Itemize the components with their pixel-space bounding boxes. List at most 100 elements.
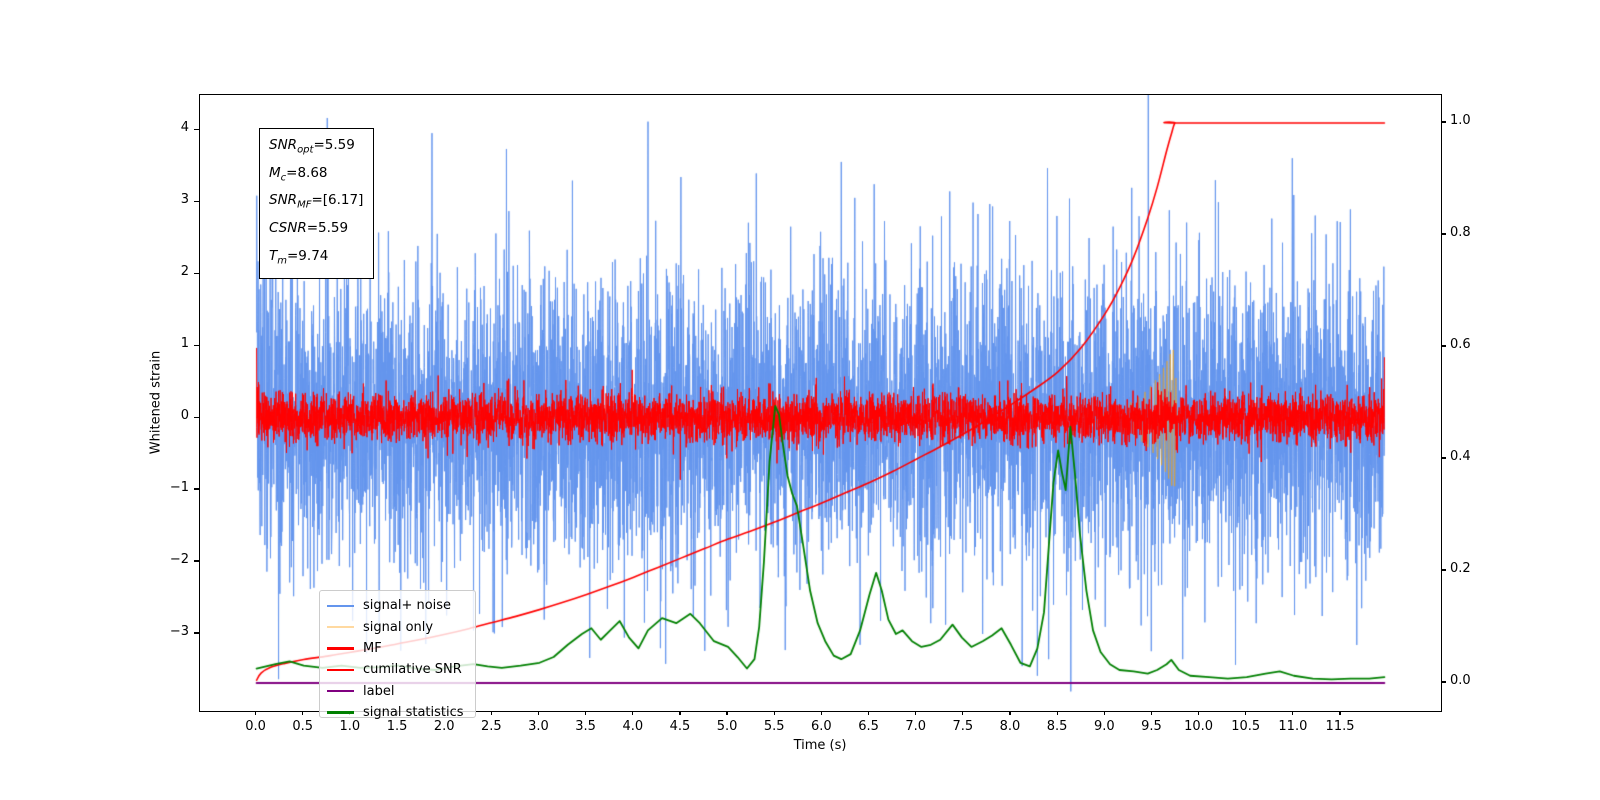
annotation-sub: m — [277, 255, 287, 267]
y-tick-label-right: 0.4 — [1450, 449, 1471, 464]
annotation-value: =[6.17] — [311, 192, 364, 209]
x-tick-label: 5.0 — [716, 719, 738, 734]
x-tick-label: 6.0 — [811, 719, 832, 734]
y-axis-label-left: Whitened strain — [148, 350, 164, 455]
annotation-var: CSNR — [269, 220, 307, 237]
legend-line-swatch — [327, 668, 354, 672]
annotation-sub: c — [280, 172, 287, 184]
x-tick-mark — [1292, 711, 1294, 715]
annotation-value: =5.59 — [306, 220, 349, 237]
y-tick-mark-right — [1441, 569, 1446, 571]
y-tick-label-right: 0.0 — [1450, 673, 1471, 688]
x-tick-label: 5.5 — [763, 719, 785, 734]
y-tick-mark-left — [194, 200, 199, 202]
x-tick-label: 4.0 — [622, 719, 644, 734]
y-tick-label-left: −2 — [169, 552, 189, 568]
y-tick-label-right: 0.2 — [1450, 561, 1471, 576]
y-tick-label-left: 2 — [180, 264, 189, 280]
x-tick-mark — [773, 711, 775, 715]
y-tick-mark-left — [194, 488, 199, 490]
y-tick-mark-right — [1441, 233, 1446, 235]
x-tick-label: 3.0 — [528, 719, 549, 734]
annotation-value: =8.68 — [286, 164, 328, 181]
x-tick-mark — [632, 711, 634, 715]
legend-label: signal+ noise — [363, 598, 452, 614]
annotation-line: SNRMF=[6.17] — [269, 189, 363, 217]
x-tick-mark — [490, 711, 492, 715]
annotation-var: T — [269, 247, 278, 264]
legend-item: signal only — [327, 616, 475, 637]
x-tick-label: 9.5 — [1141, 719, 1162, 734]
x-tick-label: 7.5 — [952, 719, 974, 734]
x-tick-mark — [1150, 711, 1153, 715]
annotation-var: SNR — [269, 137, 298, 153]
y-tick-label-left: 1 — [180, 336, 189, 352]
legend-item: MF — [327, 638, 475, 659]
legend-item: label — [327, 681, 475, 702]
x-tick-mark — [726, 711, 728, 715]
annotation-var: M — [269, 164, 281, 181]
x-tick-mark — [585, 711, 587, 715]
y-tick-label-left: −3 — [169, 624, 189, 639]
annotation-value: =9.74 — [287, 247, 329, 264]
x-tick-mark — [537, 711, 540, 715]
x-tick-mark — [679, 711, 681, 715]
legend-label: label — [363, 683, 395, 699]
x-tick-mark — [1245, 711, 1247, 715]
annotation-value: =5.59 — [313, 137, 355, 153]
x-tick-mark — [1103, 711, 1105, 715]
x-tick-mark — [1009, 711, 1011, 715]
x-tick-label: 10.5 — [1231, 719, 1261, 734]
plot-area: SNRopt=5.59 Mc=8.68 SNRMF=[6.17] CSNR=5.… — [199, 94, 1442, 720]
legend-label: MF — [363, 640, 382, 656]
annotation-line: CSNR=5.59 — [269, 217, 363, 245]
y-tick-label-right: 1.0 — [1450, 113, 1471, 128]
legend: signal+ noise signal only MF cumilative … — [319, 590, 476, 721]
legend-label: cumilative SNR — [363, 662, 462, 678]
y-tick-label-right: 0.8 — [1450, 225, 1471, 240]
x-tick-mark — [915, 711, 917, 715]
y-tick-label-right: 0.6 — [1450, 337, 1471, 352]
annotation-sub: MF — [297, 200, 312, 212]
legend-line-swatch — [327, 711, 354, 714]
x-tick-label: 1.5 — [386, 719, 408, 734]
x-tick-label: 0.5 — [292, 719, 314, 734]
x-tick-mark — [302, 711, 304, 715]
x-tick-label: 8.0 — [999, 719, 1021, 734]
annotation-line: SNRopt=5.59 — [269, 134, 363, 162]
legend-item: signal+ noise — [327, 595, 475, 616]
y-tick-label-left: 3 — [180, 192, 189, 208]
x-tick-mark — [867, 711, 870, 715]
x-tick-label: 4.5 — [669, 719, 691, 734]
y-tick-mark-right — [1441, 457, 1446, 459]
legend-label: signal statistics — [363, 705, 464, 721]
y-tick-mark-left — [194, 272, 199, 274]
legend-line-swatch — [327, 604, 354, 607]
y-tick-label-left: 4 — [180, 120, 189, 136]
y-tick-mark-left — [194, 344, 199, 346]
annotation-var: SNR — [269, 192, 298, 209]
y-tick-label-left: −1 — [169, 480, 189, 496]
y-tick-mark-right — [1441, 345, 1446, 347]
x-tick-mark — [820, 711, 822, 715]
annotation-box: SNRopt=5.59 Mc=8.68 SNRMF=[6.17] CSNR=5.… — [259, 128, 375, 280]
annotation-line: Tm=9.74 — [269, 245, 363, 273]
x-tick-mark — [254, 711, 257, 715]
x-tick-label: 0.0 — [245, 719, 266, 734]
x-tick-label: 11.0 — [1278, 719, 1308, 734]
y-tick-label-left: 0 — [180, 408, 189, 424]
legend-item: cumilative SNR — [327, 659, 475, 680]
y-tick-mark-left — [194, 560, 199, 562]
y-tick-mark-right — [1441, 681, 1446, 683]
y-tick-mark-left — [194, 128, 199, 130]
legend-line-swatch — [327, 647, 354, 650]
legend-line-swatch — [327, 625, 354, 629]
y-tick-mark-left — [194, 416, 199, 418]
y-tick-mark-left — [194, 632, 199, 634]
x-tick-label: 1.0 — [339, 719, 361, 734]
annotation-line: Mc=8.68 — [269, 162, 363, 190]
legend-line-swatch — [327, 690, 354, 693]
x-tick-label: 2.0 — [433, 719, 455, 734]
x-tick-mark — [1197, 711, 1200, 715]
